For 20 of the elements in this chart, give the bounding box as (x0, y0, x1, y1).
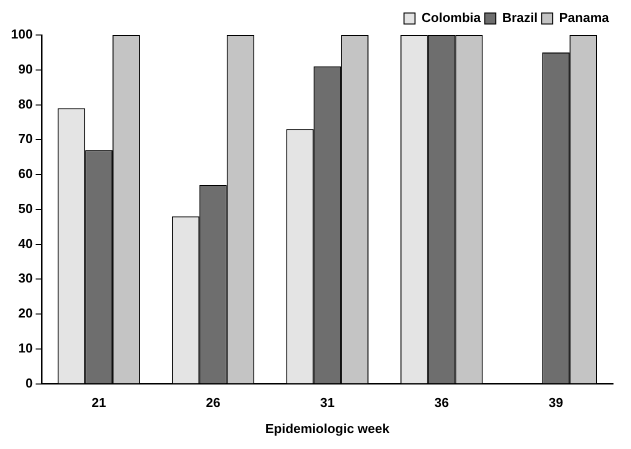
y-tick-label: 40 (18, 236, 33, 251)
y-tick-label: 20 (18, 306, 33, 321)
y-tick-label: 100 (10, 26, 33, 42)
y-tick-label: 90 (18, 61, 33, 76)
y-tick-label: 80 (18, 96, 33, 112)
y-tick-label: 50 (18, 200, 33, 216)
x-axis-title: Epidemiologic week (265, 420, 390, 436)
x-tick-label: 26 (206, 395, 220, 410)
y-tick-label: 70 (18, 131, 33, 146)
x-tick-label: 39 (548, 395, 564, 410)
legend-label: Panama (559, 10, 610, 26)
legend-label: Colombia (422, 10, 482, 26)
legend-label: Brazil (502, 10, 538, 26)
x-tick-label: 36 (434, 395, 449, 410)
x-tick-label: 21 (92, 395, 106, 410)
y-tick-label: 0 (25, 375, 33, 390)
y-tick-label: 30 (18, 270, 33, 286)
y-tick-label: 60 (18, 166, 33, 182)
x-tick-label: 31 (320, 395, 335, 410)
y-tick-label: 10 (18, 340, 33, 356)
